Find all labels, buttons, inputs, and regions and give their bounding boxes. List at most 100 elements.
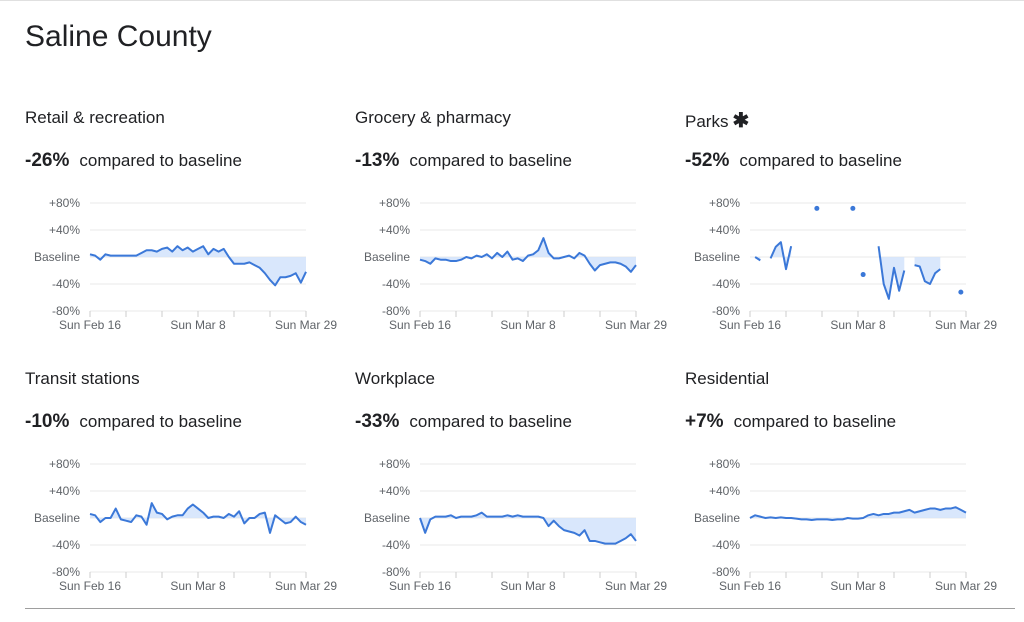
card-retail: Retail & recreation -26% compared to base… — [25, 108, 355, 358]
x-tick-label: Sun Feb 16 — [719, 579, 781, 593]
y-tick-label: +80% — [379, 196, 410, 210]
series-line — [89, 245, 307, 287]
top-divider — [0, 0, 1024, 1]
x-tick-label: Sun Feb 16 — [59, 318, 121, 332]
baseline-area — [90, 246, 306, 286]
series-line — [419, 511, 637, 545]
chart-parks: +80% +40% Baseline -40% -80%Sun Feb 16 Sun Ma… — [694, 196, 997, 332]
y-tick-label: +80% — [709, 457, 740, 471]
card-workplace: Workplace -33% compared to baseline +80% +… — [355, 369, 685, 619]
data-point — [958, 289, 964, 295]
change-value: -33% — [355, 411, 400, 432]
compare-label: compared to baseline — [409, 151, 572, 170]
y-tick-label: -80% — [712, 565, 740, 579]
x-tick-label: Sun Mar 8 — [830, 579, 886, 593]
y-tick-label: Baseline — [694, 250, 740, 264]
chart-transit: +80% +40% Baseline -40% -80%Sun Feb 16 Sun Ma… — [34, 457, 337, 593]
chart-residential: +80% +40% Baseline -40% -80%Sun Feb 16 Sun Ma… — [694, 457, 997, 593]
compare-label: compared to baseline — [733, 412, 897, 431]
y-tick-label: Baseline — [34, 250, 80, 264]
x-tick-label: Sun Mar 29 — [275, 579, 337, 593]
compare-label: compared to baseline — [409, 412, 572, 431]
y-tick-label: +40% — [379, 484, 410, 498]
baseline-area — [90, 503, 306, 533]
y-tick-label: Baseline — [694, 511, 740, 525]
asterisk-icon[interactable]: ✱ — [732, 110, 750, 132]
series-line — [914, 264, 941, 285]
x-tick-label: Sun Mar 8 — [500, 318, 556, 332]
y-tick-label: -80% — [52, 565, 80, 579]
y-tick-label: -80% — [382, 304, 410, 318]
card-title: Residential — [685, 369, 770, 388]
series-line — [769, 241, 793, 271]
x-tick-label: Sun Mar 29 — [935, 318, 997, 332]
y-tick-label: -40% — [712, 538, 740, 552]
baseline-area — [914, 257, 941, 284]
series-line — [754, 256, 761, 262]
y-tick-label: -40% — [712, 277, 740, 291]
change-value: -52% — [685, 150, 730, 171]
x-tick-label: Sun Mar 29 — [605, 318, 667, 332]
x-tick-label: Sun Mar 29 — [275, 318, 337, 332]
y-tick-label: +80% — [49, 457, 80, 471]
y-tick-label: -80% — [52, 304, 80, 318]
y-tick-label: -80% — [382, 565, 410, 579]
card-title: Grocery & pharmacy — [355, 108, 511, 127]
y-tick-label: +80% — [709, 196, 740, 210]
card-grocery: Grocery & pharmacy -13% compared to basel… — [355, 108, 685, 358]
compare-label: compared to baseline — [79, 412, 242, 431]
change-value: +7% — [685, 411, 724, 432]
chart-grocery: +80% +40% Baseline -40% -80%Sun Feb 16 Sun Ma… — [364, 196, 667, 332]
y-tick-label: Baseline — [364, 250, 410, 264]
change-value: -13% — [355, 150, 400, 171]
card-title: Retail & recreation — [25, 108, 165, 127]
change-value: -10% — [25, 411, 70, 432]
y-tick-label: -80% — [712, 304, 740, 318]
x-tick-label: Sun Mar 29 — [935, 579, 997, 593]
x-tick-label: Sun Feb 16 — [59, 579, 121, 593]
x-tick-label: Sun Mar 8 — [500, 579, 556, 593]
y-tick-label: +40% — [49, 484, 80, 498]
x-tick-label: Sun Mar 29 — [605, 579, 667, 593]
y-tick-label: +40% — [709, 223, 740, 237]
y-tick-label: +80% — [49, 196, 80, 210]
data-point — [814, 205, 820, 211]
y-tick-label: -40% — [382, 538, 410, 552]
bottom-divider — [25, 608, 1015, 609]
chart-workplace: +80% +40% Baseline -40% -80%Sun Feb 16 Sun Ma… — [364, 457, 667, 593]
y-tick-label: -40% — [52, 538, 80, 552]
x-tick-label: Sun Mar 8 — [170, 579, 226, 593]
x-tick-label: Sun Mar 8 — [830, 318, 886, 332]
chart-retail: +80% +40% Baseline -40% -80%Sun Feb 16 Sun Ma… — [34, 196, 337, 332]
card-residential: Residential +7% compared to baseline +80%… — [685, 369, 1015, 619]
y-tick-label: +80% — [379, 457, 410, 471]
page-title: Saline County — [25, 20, 212, 53]
x-tick-label: Sun Feb 16 — [389, 579, 451, 593]
data-point — [850, 205, 856, 211]
baseline-area — [420, 512, 636, 544]
y-tick-label: +40% — [709, 484, 740, 498]
series-line — [749, 506, 967, 522]
card-title: Transit stations — [25, 369, 140, 388]
compare-label: compared to baseline — [79, 151, 242, 170]
x-tick-label: Sun Feb 16 — [389, 318, 451, 332]
card-title: Parks — [685, 112, 729, 131]
y-tick-label: +40% — [379, 223, 410, 237]
compare-label: compared to baseline — [739, 151, 902, 170]
y-tick-label: -40% — [382, 277, 410, 291]
baseline-area — [750, 507, 966, 521]
series-line — [877, 246, 906, 300]
card-transit: Transit stations -10% compared to baselin… — [25, 369, 355, 619]
y-tick-label: +40% — [49, 223, 80, 237]
x-tick-label: Sun Feb 16 — [719, 318, 781, 332]
data-point — [860, 272, 866, 278]
y-tick-label: Baseline — [34, 511, 80, 525]
series-line — [419, 237, 637, 273]
card-title: Workplace — [355, 369, 435, 388]
x-tick-label: Sun Mar 8 — [170, 318, 226, 332]
series-line — [89, 502, 307, 534]
y-tick-label: Baseline — [364, 511, 410, 525]
y-tick-label: -40% — [52, 277, 80, 291]
change-value: -26% — [25, 150, 70, 171]
card-parks: Parks ✱ -52% compared to baseline +80% +40%… — [685, 108, 1015, 358]
